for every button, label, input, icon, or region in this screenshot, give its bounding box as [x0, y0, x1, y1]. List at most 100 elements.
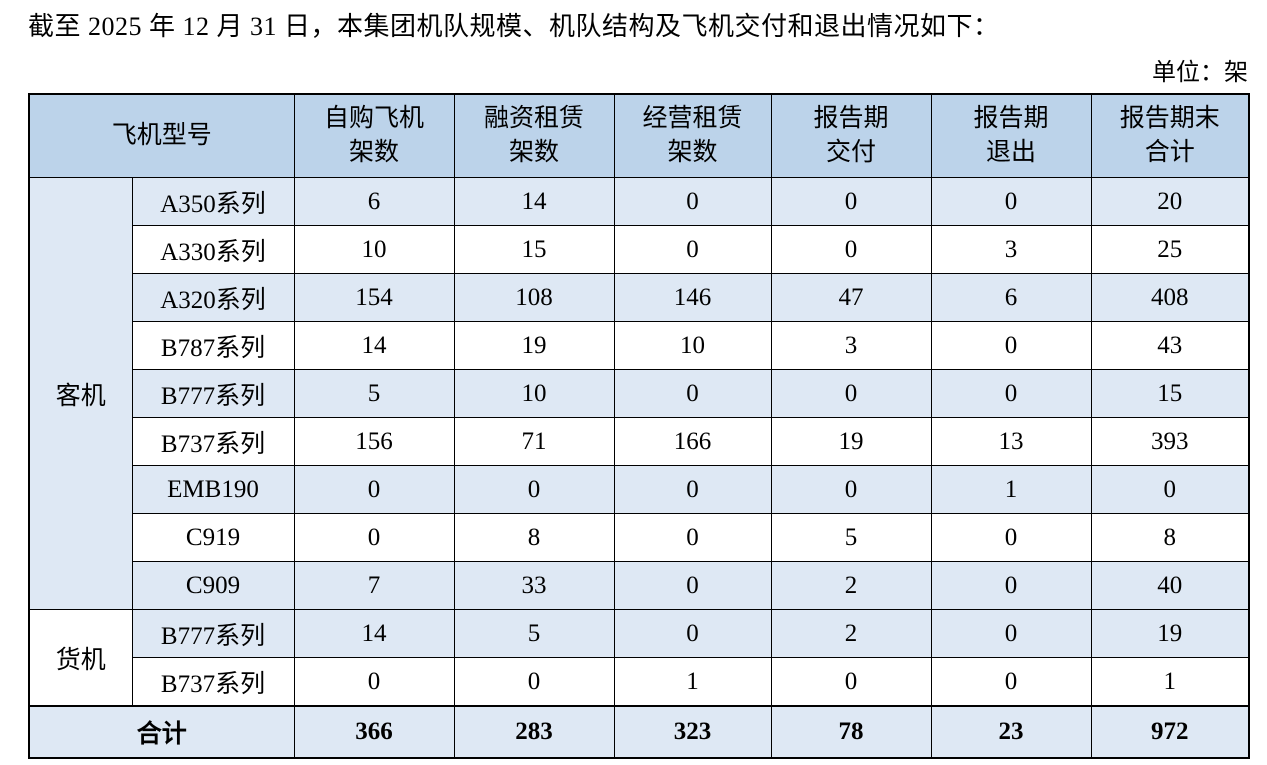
value-cell: 8: [1090, 513, 1250, 563]
value-cell: 0: [770, 177, 932, 227]
model-cell: B737系列: [131, 417, 295, 467]
value-cell: 33: [453, 561, 615, 611]
value-cell: 0: [293, 465, 455, 515]
value-cell: 408: [1090, 273, 1250, 323]
value-cell: 6: [930, 273, 1092, 323]
value-cell: 0: [613, 177, 772, 227]
value-cell: 47: [770, 273, 932, 323]
value-cell: 5: [770, 513, 932, 563]
value-cell: 43: [1090, 321, 1250, 371]
model-cell: A350系列: [131, 177, 295, 227]
value-cell: 0: [770, 465, 932, 515]
total-value-cell: 972: [1090, 704, 1250, 759]
value-cell: 146: [613, 273, 772, 323]
value-cell: 0: [930, 561, 1092, 611]
value-cell: 0: [613, 513, 772, 563]
value-cell: 25: [1090, 225, 1250, 275]
value-cell: 154: [293, 273, 455, 323]
value-cell: 166: [613, 417, 772, 467]
value-cell: 14: [293, 321, 455, 371]
value-cell: 0: [293, 657, 455, 707]
value-cell: 15: [453, 225, 615, 275]
value-cell: 108: [453, 273, 615, 323]
table-row: B737系列 156 71 166 19 13 393: [29, 417, 1250, 467]
value-cell: 15: [1090, 369, 1250, 419]
value-cell: 3: [770, 321, 932, 371]
value-cell: 10: [613, 321, 772, 371]
model-cell: A320系列: [131, 273, 295, 323]
col-header-operating-lease: 经营租赁 架数: [613, 93, 772, 179]
header-row: 飞机型号 自购飞机 架数 融资租赁 架数 经营租赁 架数 报告期 交付: [28, 93, 1250, 179]
model-cell: B777系列: [131, 369, 295, 419]
table-row: 客机 A350系列 6 14 0 0 0 20: [28, 177, 1250, 611]
total-value-cell: 283: [453, 704, 615, 759]
model-cell: C919: [131, 513, 295, 563]
value-cell: 0: [453, 465, 615, 515]
value-cell: 2: [770, 609, 932, 659]
value-cell: 0: [293, 513, 455, 563]
group-label-passenger: 客机: [28, 177, 133, 611]
value-cell: 0: [930, 513, 1092, 563]
document-title: 截至 2025 年 12 月 31 日，本集团机队规模、机队结构及飞机交付和退出…: [28, 12, 1000, 41]
value-cell: 0: [613, 609, 772, 659]
value-cell: 7: [293, 561, 455, 611]
table-row: B737系列 0 0 1 0 0 1: [29, 657, 1250, 707]
value-cell: 0: [930, 609, 1092, 659]
col-header-period-end-total: 报告期末 合计: [1090, 93, 1250, 179]
table-row: C919 0 8 0 5 0 8: [29, 513, 1250, 563]
table-row: B787系列 14 19 10 3 0 43: [29, 321, 1250, 371]
value-cell: 3: [930, 225, 1092, 275]
total-value-cell: 23: [930, 704, 1092, 759]
total-value-cell: 78: [770, 704, 932, 759]
value-cell: 1: [1090, 657, 1250, 707]
total-value-cell: 366: [293, 704, 455, 759]
fleet-table: 飞机型号 自购飞机 架数 融资租赁 架数 经营租赁 架数 报告期 交付: [28, 92, 1251, 759]
unit-label: 单位：架: [1152, 59, 1248, 86]
table-row: A320系列 154 108 146 47 6 408: [29, 273, 1250, 323]
value-cell: 0: [613, 465, 772, 515]
model-cell: B737系列: [131, 657, 295, 707]
value-cell: 0: [770, 657, 932, 707]
col-header-exited: 报告期 退出: [930, 93, 1092, 179]
value-cell: 13: [930, 417, 1092, 467]
value-cell: 0: [770, 369, 932, 419]
total-label: 合计: [28, 704, 295, 759]
col-header-aircraft-model: 飞机型号: [28, 93, 295, 179]
value-cell: 0: [930, 321, 1092, 371]
value-cell: 1: [613, 657, 772, 707]
model-cell: B787系列: [131, 321, 295, 371]
table-row: A330系列 10 15 0 0 3 25: [29, 225, 1250, 275]
value-cell: 0: [770, 225, 932, 275]
table-row: 货机 B777系列 14 5 0 2 0 19: [28, 609, 1250, 707]
model-cell: EMB190: [131, 465, 295, 515]
total-row: 合计 366 283 323 78 23 972: [28, 704, 1250, 759]
value-cell: 0: [613, 369, 772, 419]
table-row: EMB190 0 0 0 0 1 0: [29, 465, 1250, 515]
value-cell: 5: [293, 369, 455, 419]
value-cell: 0: [613, 225, 772, 275]
col-header-finance-lease: 融资租赁 架数: [453, 93, 615, 179]
value-cell: 0: [930, 369, 1092, 419]
table-row: B777系列 5 10 0 0 0 15: [29, 369, 1250, 419]
group-label-cargo: 货机: [28, 609, 133, 707]
value-cell: 2: [770, 561, 932, 611]
value-cell: 0: [1090, 465, 1250, 515]
value-cell: 20: [1090, 177, 1250, 227]
value-cell: 1: [930, 465, 1092, 515]
value-cell: 6: [293, 177, 455, 227]
value-cell: 5: [453, 609, 615, 659]
value-cell: 40: [1090, 561, 1250, 611]
value-cell: 19: [453, 321, 615, 371]
model-cell: A330系列: [131, 225, 295, 275]
value-cell: 10: [293, 225, 455, 275]
model-cell: C909: [131, 561, 295, 611]
value-cell: 14: [453, 177, 615, 227]
value-cell: 156: [293, 417, 455, 467]
value-cell: 8: [453, 513, 615, 563]
col-header-self-purchased: 自购飞机 架数: [293, 93, 455, 179]
value-cell: 71: [453, 417, 615, 467]
value-cell: 0: [930, 177, 1092, 227]
value-cell: 19: [770, 417, 932, 467]
value-cell: 393: [1090, 417, 1250, 467]
value-cell: 10: [453, 369, 615, 419]
